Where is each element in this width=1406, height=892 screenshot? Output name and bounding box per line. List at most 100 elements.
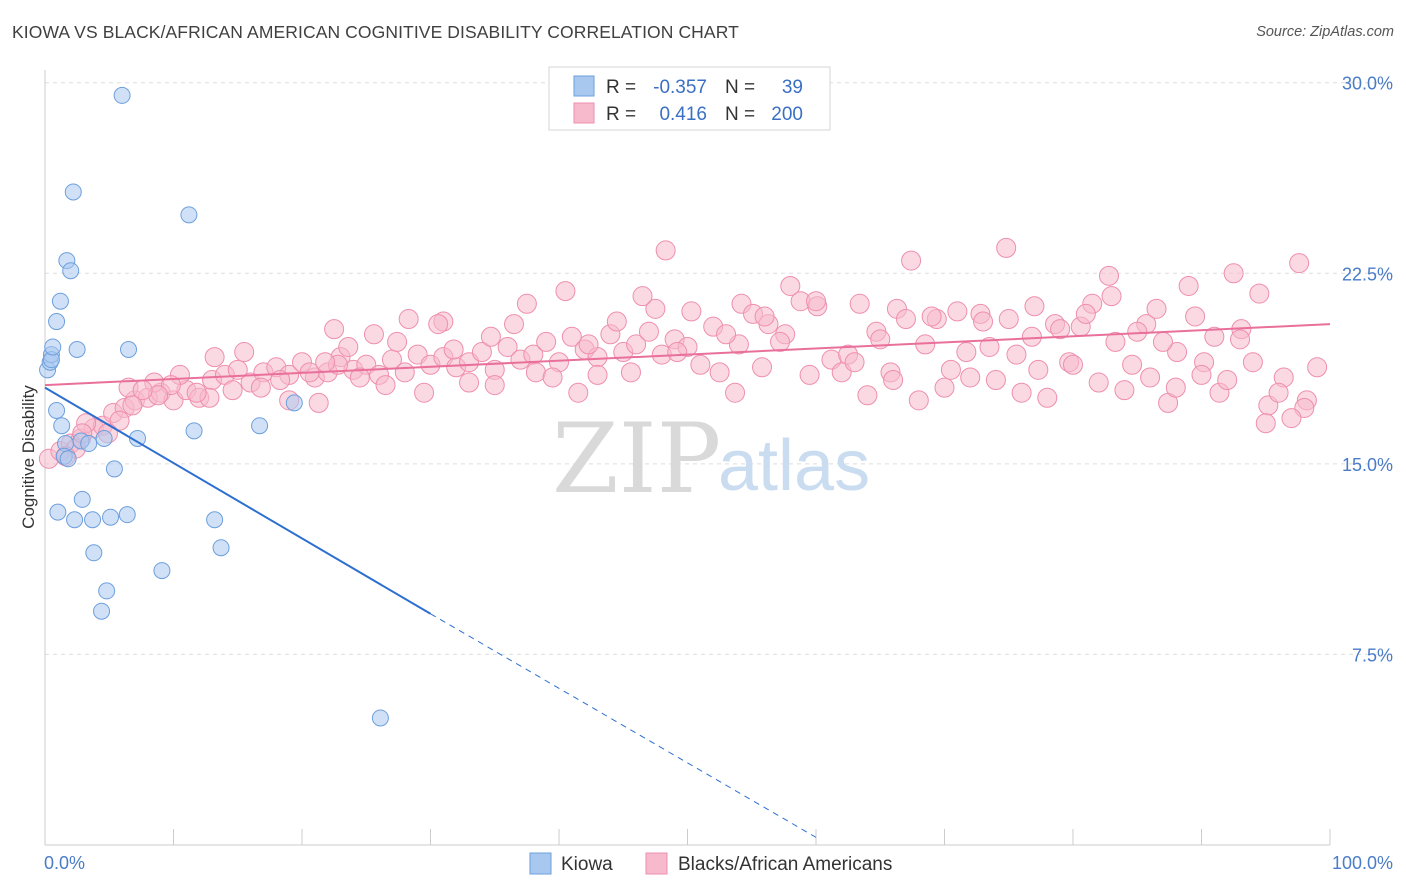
data-point bbox=[324, 319, 345, 340]
data-point bbox=[709, 362, 730, 383]
data-point bbox=[1185, 306, 1206, 327]
legend-n-label: N = bbox=[725, 77, 755, 98]
data-point bbox=[394, 362, 415, 383]
data-point bbox=[62, 262, 80, 280]
bottom-legend: Kiowa Blacks/African Americans bbox=[529, 852, 892, 875]
data-point bbox=[73, 490, 91, 508]
data-point bbox=[1255, 413, 1276, 434]
trend-line-kiowa bbox=[44, 386, 432, 615]
data-point bbox=[308, 392, 329, 413]
legend-n-label: N = bbox=[725, 104, 755, 125]
data-point bbox=[1152, 331, 1173, 352]
legend-r-value: 0.416 bbox=[659, 104, 707, 125]
legend-swatch-blacks bbox=[573, 102, 595, 124]
data-point bbox=[1204, 326, 1225, 347]
data-point bbox=[632, 286, 653, 307]
data-point bbox=[85, 544, 103, 562]
data-point bbox=[1024, 296, 1045, 317]
data-point bbox=[59, 450, 77, 468]
bottom-legend-swatch-blacks bbox=[645, 852, 668, 875]
y-tick-label: 22.5% bbox=[1342, 264, 1393, 284]
data-point bbox=[212, 539, 230, 557]
data-point bbox=[270, 370, 291, 390]
data-point bbox=[799, 364, 820, 385]
data-point bbox=[587, 364, 608, 385]
data-point bbox=[109, 410, 130, 431]
x-ticks bbox=[173, 829, 1331, 845]
data-point bbox=[1230, 329, 1251, 350]
data-point bbox=[1242, 352, 1263, 373]
data-point bbox=[1006, 344, 1027, 365]
data-point bbox=[985, 370, 1006, 390]
watermark-zip: ZIP bbox=[552, 403, 721, 515]
data-point bbox=[95, 429, 113, 447]
data-point bbox=[484, 375, 505, 396]
data-point bbox=[180, 206, 198, 224]
watermark-atlas: atlas bbox=[718, 426, 870, 506]
data-point bbox=[940, 359, 961, 380]
data-point bbox=[979, 336, 1000, 357]
y-tick-labels: 7.5% 15.0% 22.5% 30.0% bbox=[1342, 74, 1393, 666]
data-point bbox=[122, 395, 143, 416]
legend-swatch-kiowa bbox=[573, 75, 595, 97]
data-point bbox=[285, 394, 303, 412]
data-point bbox=[870, 329, 891, 350]
data-point bbox=[113, 86, 131, 104]
data-point bbox=[895, 309, 916, 330]
data-point bbox=[1217, 370, 1238, 390]
data-point bbox=[315, 352, 336, 373]
data-point bbox=[1105, 331, 1126, 352]
data-point bbox=[371, 709, 389, 727]
data-point bbox=[185, 422, 203, 440]
data-point bbox=[204, 347, 225, 368]
legend-r-label: R = bbox=[606, 104, 636, 125]
data-point bbox=[1178, 275, 1199, 296]
data-point bbox=[716, 324, 737, 345]
data-point bbox=[1088, 372, 1109, 393]
x-tick-label-max: 100.0% bbox=[1332, 853, 1393, 873]
data-point bbox=[901, 250, 922, 271]
y-tick-label: 7.5% bbox=[1352, 645, 1393, 665]
data-point bbox=[908, 390, 929, 411]
data-point bbox=[186, 382, 207, 403]
data-point bbox=[1165, 377, 1186, 398]
data-point bbox=[542, 367, 563, 388]
data-point bbox=[44, 338, 62, 356]
data-point bbox=[1101, 286, 1122, 307]
data-point bbox=[934, 377, 955, 398]
data-point bbox=[251, 417, 269, 435]
data-point bbox=[120, 341, 138, 359]
data-point bbox=[1037, 387, 1058, 408]
data-point bbox=[338, 336, 359, 357]
bottom-legend-swatch-kiowa bbox=[529, 852, 552, 875]
data-point bbox=[105, 460, 123, 478]
data-point bbox=[504, 314, 525, 335]
data-point bbox=[1191, 364, 1212, 385]
data-point bbox=[536, 331, 557, 352]
data-point bbox=[1140, 367, 1161, 388]
data-point bbox=[48, 401, 66, 419]
data-point bbox=[690, 354, 711, 375]
data-point bbox=[1127, 321, 1148, 342]
data-point bbox=[48, 313, 66, 331]
data-point bbox=[443, 339, 464, 360]
data-point bbox=[1021, 326, 1042, 347]
data-point bbox=[349, 367, 370, 388]
data-point bbox=[780, 275, 801, 296]
data-point bbox=[66, 511, 84, 529]
data-point bbox=[947, 301, 968, 322]
data-point bbox=[638, 321, 659, 342]
data-point bbox=[857, 385, 878, 406]
data-point bbox=[1307, 357, 1328, 378]
data-point bbox=[1289, 253, 1310, 274]
trend-line-blacks bbox=[44, 323, 1331, 387]
data-point bbox=[227, 359, 248, 380]
data-point bbox=[387, 331, 408, 352]
data-point bbox=[428, 314, 449, 335]
data-point bbox=[98, 582, 116, 600]
data-point bbox=[471, 342, 492, 363]
data-point bbox=[655, 240, 676, 261]
gridlines bbox=[45, 82, 1392, 655]
data-point bbox=[64, 183, 82, 201]
